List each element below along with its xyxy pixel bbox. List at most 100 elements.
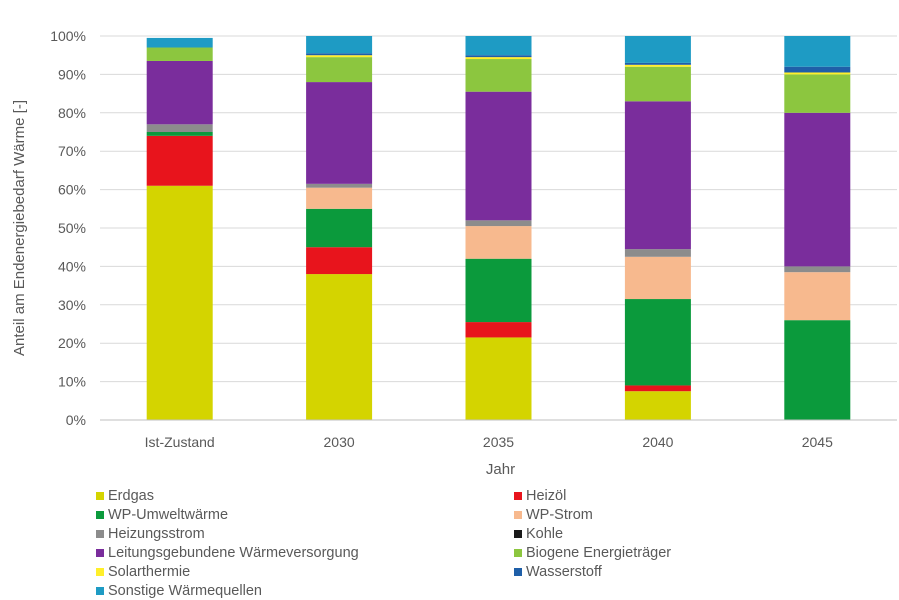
legend-item: Solarthermie (96, 562, 514, 581)
bar-segment (784, 266, 851, 273)
x-tick-label: Ist-Zustand (145, 434, 215, 450)
bar-segment (465, 337, 532, 420)
x-tick-label: 2040 (642, 434, 673, 450)
legend-label: Kohle (526, 525, 564, 542)
y-tick-label: 40% (58, 258, 86, 274)
bar-segment (146, 47, 213, 61)
bar-segment (465, 57, 532, 60)
legend-label: Biogene Energieträger (526, 544, 672, 561)
bar-segment (624, 249, 691, 257)
legend-label: Solarthermie (108, 563, 191, 580)
legend-item: Sonstige Wärmequellen (96, 581, 514, 600)
legend-label: Leitungsgebundene Wärmeversorgung (108, 544, 359, 561)
bar-segment (784, 320, 851, 420)
bar-segment (624, 391, 691, 420)
y-tick-label: 50% (58, 220, 86, 236)
legend-swatch (96, 586, 104, 595)
y-tick-label: 20% (58, 335, 86, 351)
legend-item: Heizungsstrom (96, 524, 514, 543)
bar-segment (306, 274, 373, 420)
legend-label: WP-Umweltwärme (108, 506, 229, 523)
bar-segment (146, 185, 213, 420)
bar-segment (146, 132, 213, 136)
x-axis-title: Jahr (486, 461, 515, 478)
legend-swatch (96, 567, 104, 576)
x-tick-label: 2045 (802, 434, 833, 450)
legend-swatch (514, 491, 522, 500)
bar-segment (146, 37, 213, 48)
legend-item: Leitungsgebundene Wärmeversorgung (96, 543, 514, 562)
bar-segment (624, 385, 691, 392)
bar-segment (624, 101, 691, 250)
legend-item: Heizöl (514, 486, 844, 505)
legend-item: Wasserstoff (514, 562, 844, 581)
bar-segment (146, 124, 213, 132)
x-tick-label: 2035 (483, 434, 514, 450)
bars (146, 36, 851, 420)
y-tick-label: 100% (50, 28, 86, 44)
bar-segment (306, 57, 373, 83)
bar-segment (306, 187, 373, 209)
legend-label: Erdgas (108, 487, 154, 504)
legend-swatch (96, 529, 104, 538)
y-tick-label: 80% (58, 105, 86, 121)
bar-segment (784, 66, 851, 73)
legend-swatch (514, 567, 522, 576)
legend-label: Wasserstoff (526, 563, 602, 580)
y-axis-title: Anteil am Endenergiebedarf Wärme [-] (11, 100, 28, 356)
bar-segment (465, 36, 532, 56)
bar-segment (146, 60, 213, 125)
bar-segment (465, 91, 532, 221)
bar-segment (624, 299, 691, 386)
bar-segment (306, 183, 373, 188)
bar-segment (306, 208, 373, 248)
bar-segment (784, 72, 851, 75)
bar-segment (784, 74, 851, 113)
legend-swatch (96, 510, 104, 519)
y-axis-ticks: 0% 10% 20% 30% 40% 50% 60% 70% 80% 90% 100% (50, 28, 86, 428)
y-tick-label: 0% (66, 412, 86, 428)
bar-segment (465, 55, 532, 58)
bar-segment (465, 258, 532, 323)
x-tick-label: 2030 (324, 434, 355, 450)
chart-canvas: 0% 10% 20% 30% 40% 50% 60% 70% 80% 90% 100% Ist-Zu… (11, 28, 897, 478)
bar-segment (784, 112, 851, 267)
x-axis-ticks: Ist-Zustand 2030 2035 2040 2045 (145, 434, 833, 450)
y-tick-label: 30% (58, 297, 86, 313)
bar-segment (146, 135, 213, 186)
bar-segment (624, 66, 691, 102)
bar-segment (306, 55, 373, 58)
y-tick-label: 90% (58, 66, 86, 82)
legend-item: Kohle (514, 524, 844, 543)
legend-swatch (514, 548, 522, 557)
legend-swatch (514, 529, 522, 538)
legend-item: WP-Strom (514, 505, 844, 524)
y-tick-label: 70% (58, 143, 86, 159)
bar-segment (306, 36, 373, 54)
bar-segment (624, 64, 691, 67)
bar-segment (465, 226, 532, 259)
legend-item: Biogene Energieträger (514, 543, 844, 562)
legend-swatch (96, 491, 104, 500)
legend-item: Erdgas (96, 486, 514, 505)
bar-segment (624, 62, 691, 65)
bar-segment (624, 256, 691, 300)
bar-segment (784, 36, 851, 67)
bar-segment (306, 82, 373, 184)
legend-swatch (514, 510, 522, 519)
bar-segment (465, 322, 532, 338)
bar-segment (306, 247, 373, 275)
legend-swatch (96, 548, 104, 557)
legend-item: WP-Umweltwärme (96, 505, 514, 524)
bar-segment (306, 53, 373, 56)
y-tick-label: 10% (58, 374, 86, 390)
bar-segment (624, 36, 691, 63)
bar-segment (465, 220, 532, 227)
legend-label: WP-Strom (526, 506, 593, 523)
bar-segment (784, 272, 851, 321)
bar-segment (465, 59, 532, 92)
legend-label: Heizungsstrom (108, 525, 205, 542)
legend-label: Heizöl (526, 487, 567, 504)
legend: Erdgas Heizöl WP-Umweltwärme WP-Strom Heizun… (96, 486, 856, 600)
y-tick-label: 60% (58, 182, 86, 198)
